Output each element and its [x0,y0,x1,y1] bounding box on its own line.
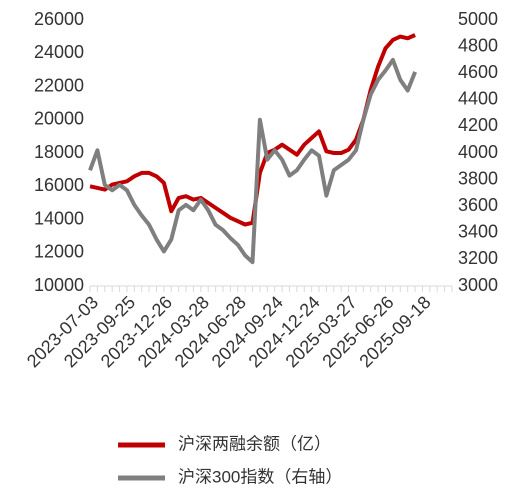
legend-label: 沪深两融余额（亿） [178,434,331,453]
y2-tick-label: 3600 [458,195,498,215]
series-line [88,57,417,265]
series-line [89,33,416,227]
y-tick-label: 10000 [34,275,84,295]
y2-tick-label: 4000 [458,142,498,162]
y-tick-label: 22000 [34,75,84,95]
y-tick-label: 12000 [34,242,84,262]
y2-tick-label: 3200 [458,248,498,268]
y2-tick-label: 4200 [458,115,498,135]
y2-tick-label: 4800 [458,35,498,55]
y2-tick-label: 3000 [458,275,498,295]
y-tick-label: 24000 [34,42,84,62]
legend-label: 沪深300指数（右轴） [178,467,342,486]
y-tick-label: 14000 [34,208,84,228]
y2-tick-label: 5000 [458,9,498,29]
y-tick-label: 20000 [34,109,84,129]
y2-tick-label: 4600 [458,62,498,82]
y-tick-label: 26000 [34,9,84,29]
y-tick-label: 18000 [34,142,84,162]
y2-tick-label: 3800 [458,168,498,188]
y2-tick-label: 4400 [458,89,498,109]
y-tick-label: 16000 [34,175,84,195]
y2-tick-label: 3400 [458,222,498,242]
